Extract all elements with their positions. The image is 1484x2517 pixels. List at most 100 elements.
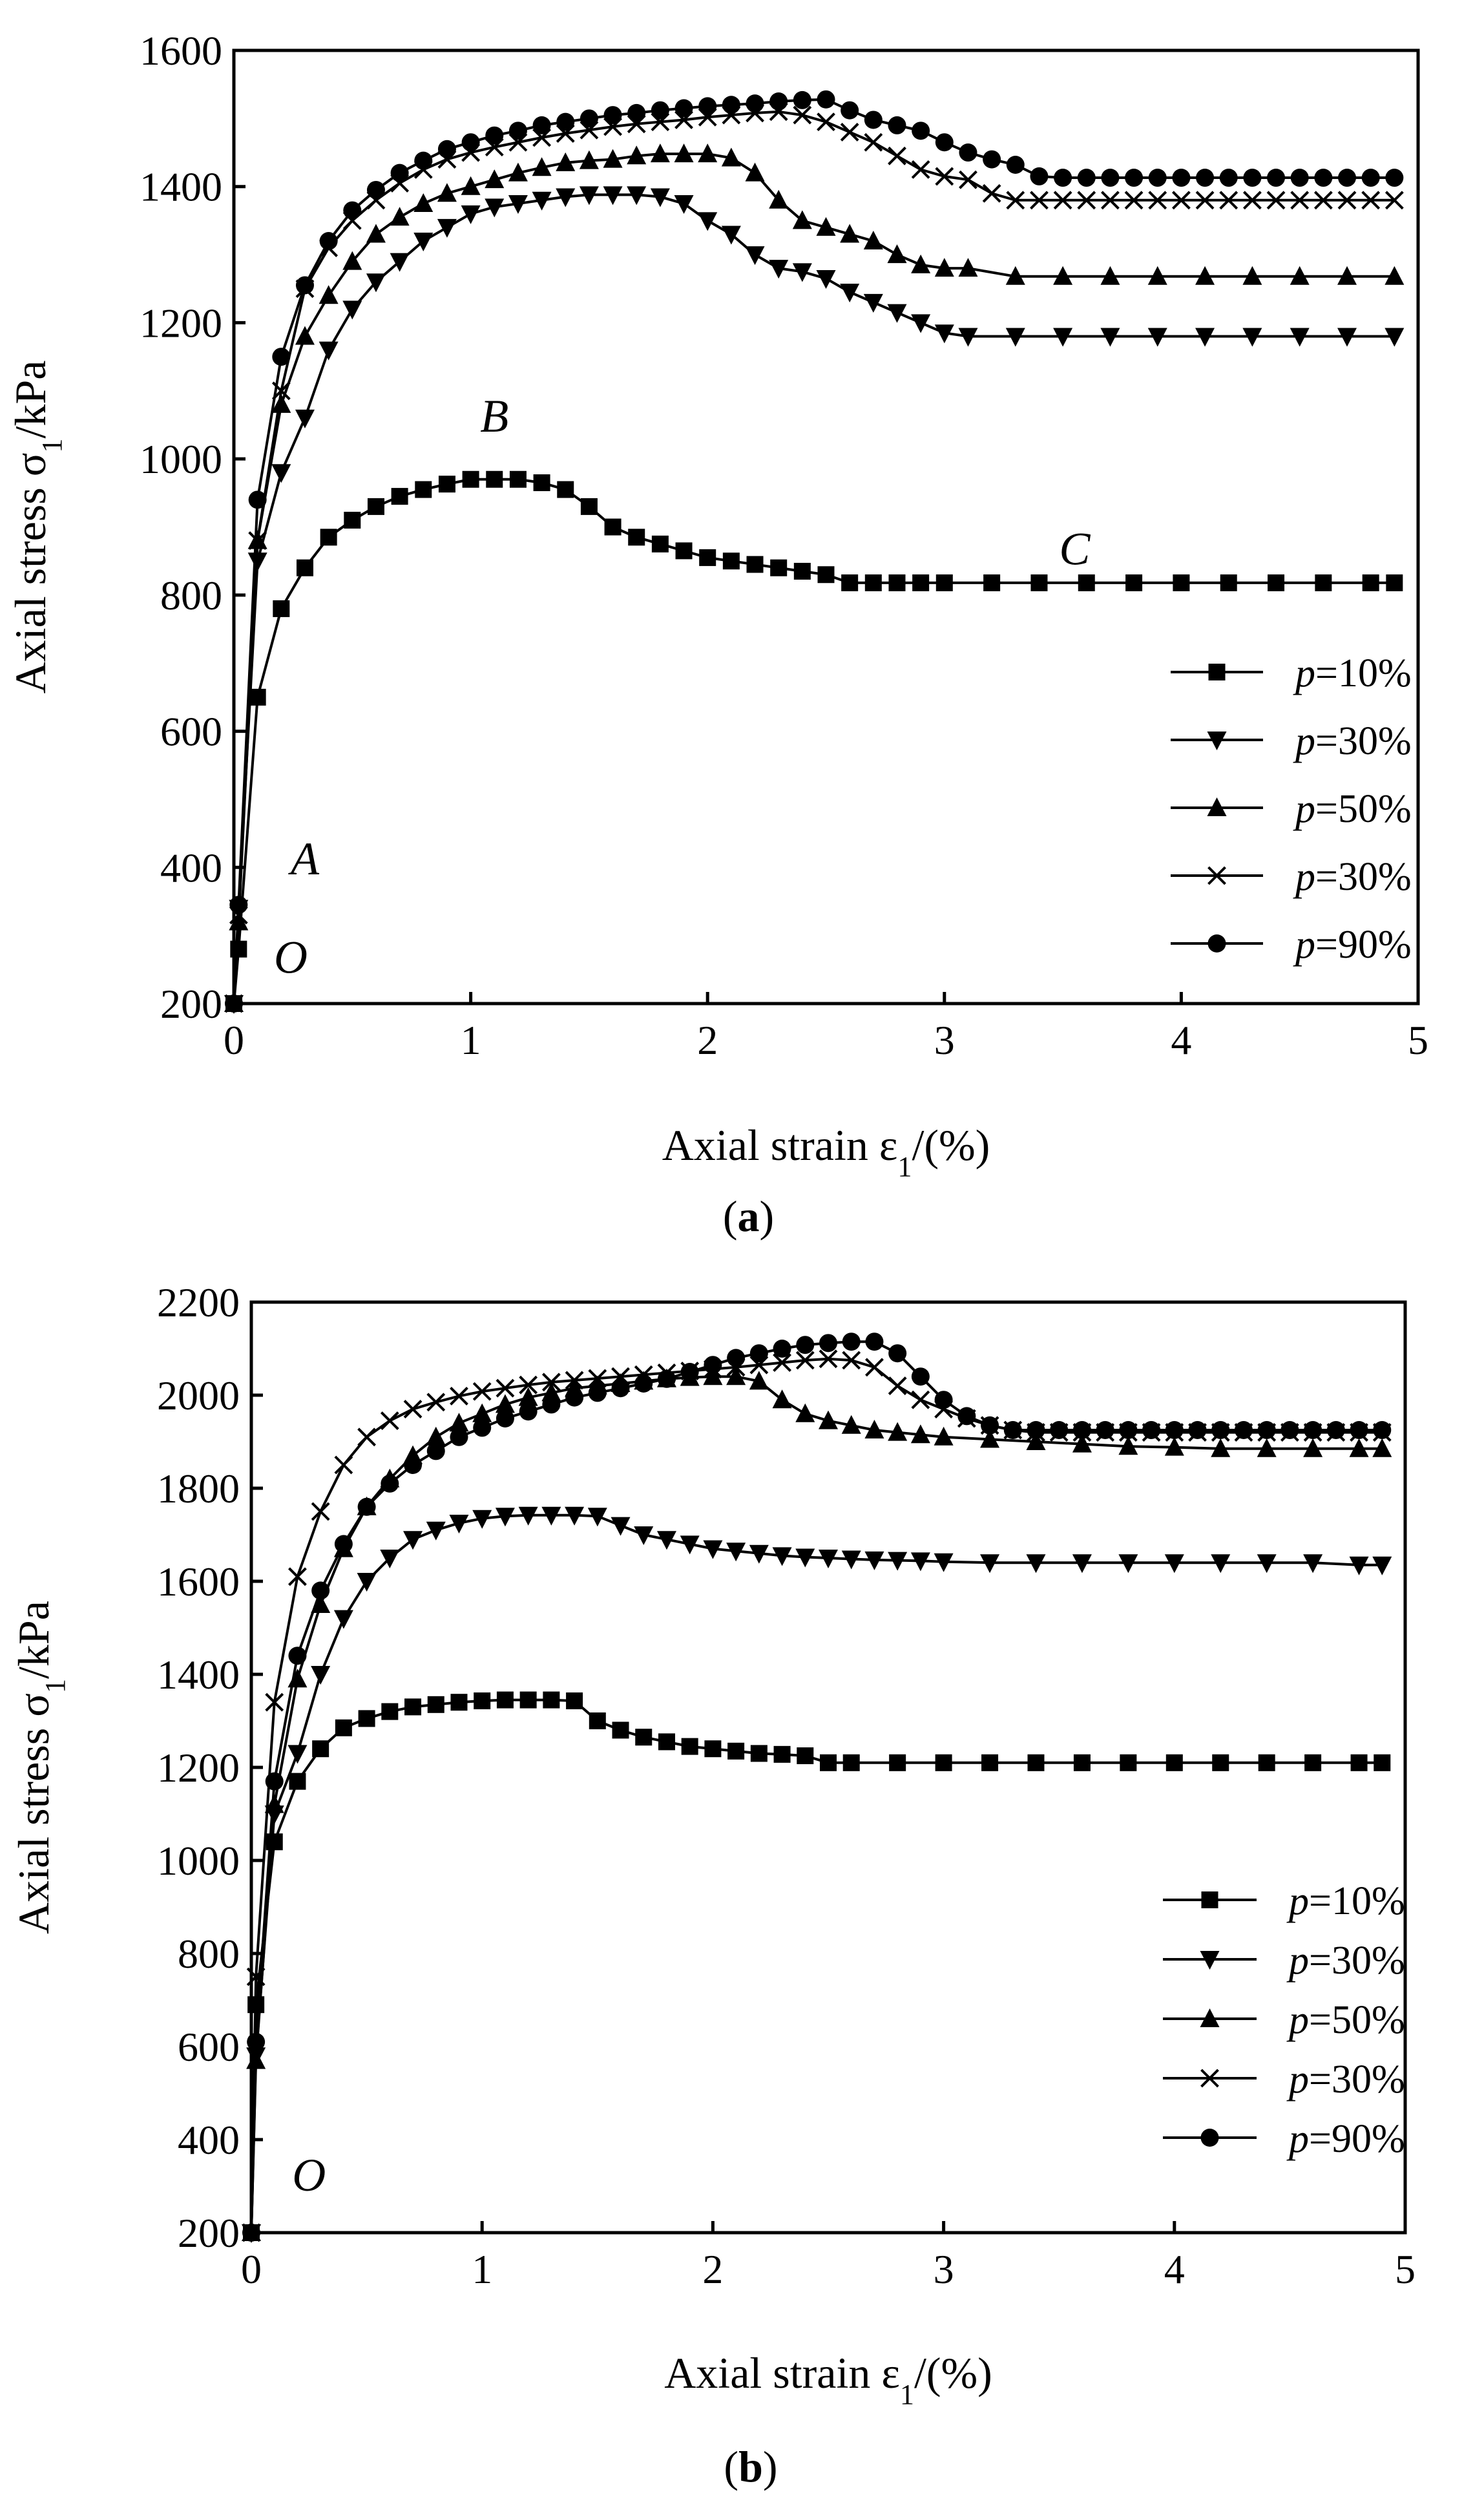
data-point: [273, 600, 290, 617]
data-point: [983, 150, 1001, 169]
data-point: [474, 1692, 491, 1710]
data-point: [319, 232, 338, 250]
data-point: [889, 1754, 906, 1771]
data-point: [311, 1666, 331, 1685]
data-point: [566, 1692, 583, 1710]
data-point: [680, 1535, 700, 1555]
data-point: [841, 1415, 861, 1434]
data-point: [1290, 191, 1310, 210]
legend-marker: [1201, 1891, 1218, 1908]
data-point: [912, 574, 930, 591]
data-point: [391, 488, 408, 505]
data-point: [1313, 191, 1333, 210]
data-point: [603, 149, 623, 168]
panel-label: (a): [723, 1192, 774, 1241]
series-line: [233, 110, 1395, 1004]
data-point: [1072, 1433, 1092, 1453]
data-point: [820, 1754, 837, 1771]
data-point: [627, 145, 647, 165]
data-point: [413, 193, 434, 213]
y-tick-label: 800: [160, 573, 222, 618]
y-tick-label: 2000: [157, 1373, 240, 1418]
data-point: [319, 341, 339, 361]
data-point: [816, 269, 836, 289]
data-point: [495, 1394, 515, 1413]
data-point: [344, 511, 361, 529]
data-point: [450, 1694, 468, 1711]
data-point: [366, 180, 385, 199]
data-point: [404, 1698, 422, 1716]
data-point: [587, 1508, 607, 1527]
data-point: [888, 146, 906, 165]
data-point: [628, 529, 645, 546]
data-point: [533, 474, 550, 492]
legend-marker: [1207, 732, 1227, 750]
annotation-B: B: [480, 390, 508, 442]
data-point: [1337, 328, 1357, 347]
data-point: [588, 1384, 607, 1402]
data-point: [357, 1497, 376, 1516]
y-axis-title: Axial stress σ1/kPa: [9, 1601, 71, 1934]
data-point: [272, 348, 291, 366]
data-point: [518, 1506, 538, 1526]
series-line: [233, 98, 1395, 1004]
data-point: [842, 1754, 860, 1771]
data-point: [935, 1754, 952, 1771]
data-point: [296, 559, 313, 576]
data-point: [413, 233, 434, 251]
data-point: [722, 96, 740, 114]
data-point: [541, 1373, 561, 1392]
data-point: [1142, 1421, 1161, 1439]
data-point: [703, 1540, 723, 1559]
x-tick-label: 4: [1171, 1017, 1191, 1063]
data-point: [473, 1418, 492, 1437]
data-point: [842, 1351, 861, 1370]
data-point: [981, 1416, 999, 1435]
data-point: [1258, 1754, 1275, 1771]
data-point: [1120, 1754, 1137, 1771]
data-point: [769, 189, 789, 209]
data-point: [1030, 167, 1049, 185]
data-point: [841, 574, 859, 591]
panel-label: (b): [724, 2442, 777, 2491]
data-point: [342, 251, 362, 270]
legend-label: p=30%: [1293, 855, 1412, 899]
data-point: [287, 1669, 308, 1688]
data-point: [1385, 328, 1405, 347]
data-point: [656, 1531, 676, 1550]
y-tick-label: 1800: [157, 1466, 240, 1511]
data-point: [980, 1429, 1000, 1448]
data-point: [543, 1691, 560, 1709]
data-point: [840, 123, 859, 142]
data-point: [1242, 266, 1262, 285]
data-point: [414, 151, 433, 170]
data-point: [320, 529, 337, 546]
data-point: [817, 90, 835, 109]
data-point: [461, 133, 480, 152]
data-point: [934, 324, 954, 344]
data-point: [1124, 191, 1144, 210]
data-point: [472, 1382, 492, 1401]
data-point: [1290, 328, 1310, 347]
data-point: [793, 90, 811, 109]
data-point: [1053, 266, 1073, 285]
series-line: [250, 1375, 1383, 2233]
legend-marker: [1200, 2129, 1219, 2147]
data-point: [865, 1358, 884, 1377]
series-0: [243, 1691, 1391, 2241]
data-point: [311, 1594, 331, 1613]
data-point: [934, 1426, 954, 1446]
data-point: [745, 246, 765, 266]
data-point: [773, 1340, 791, 1358]
data-point: [366, 224, 386, 243]
data-point: [248, 531, 267, 550]
data-point: [1027, 1754, 1045, 1771]
data-point: [1118, 1436, 1138, 1455]
data-point: [864, 132, 883, 152]
data-point: [703, 1366, 723, 1385]
x-tick-label: 5: [1408, 1017, 1428, 1063]
data-point: [1195, 328, 1215, 347]
data-point: [1148, 169, 1167, 187]
data-point: [542, 1395, 561, 1414]
